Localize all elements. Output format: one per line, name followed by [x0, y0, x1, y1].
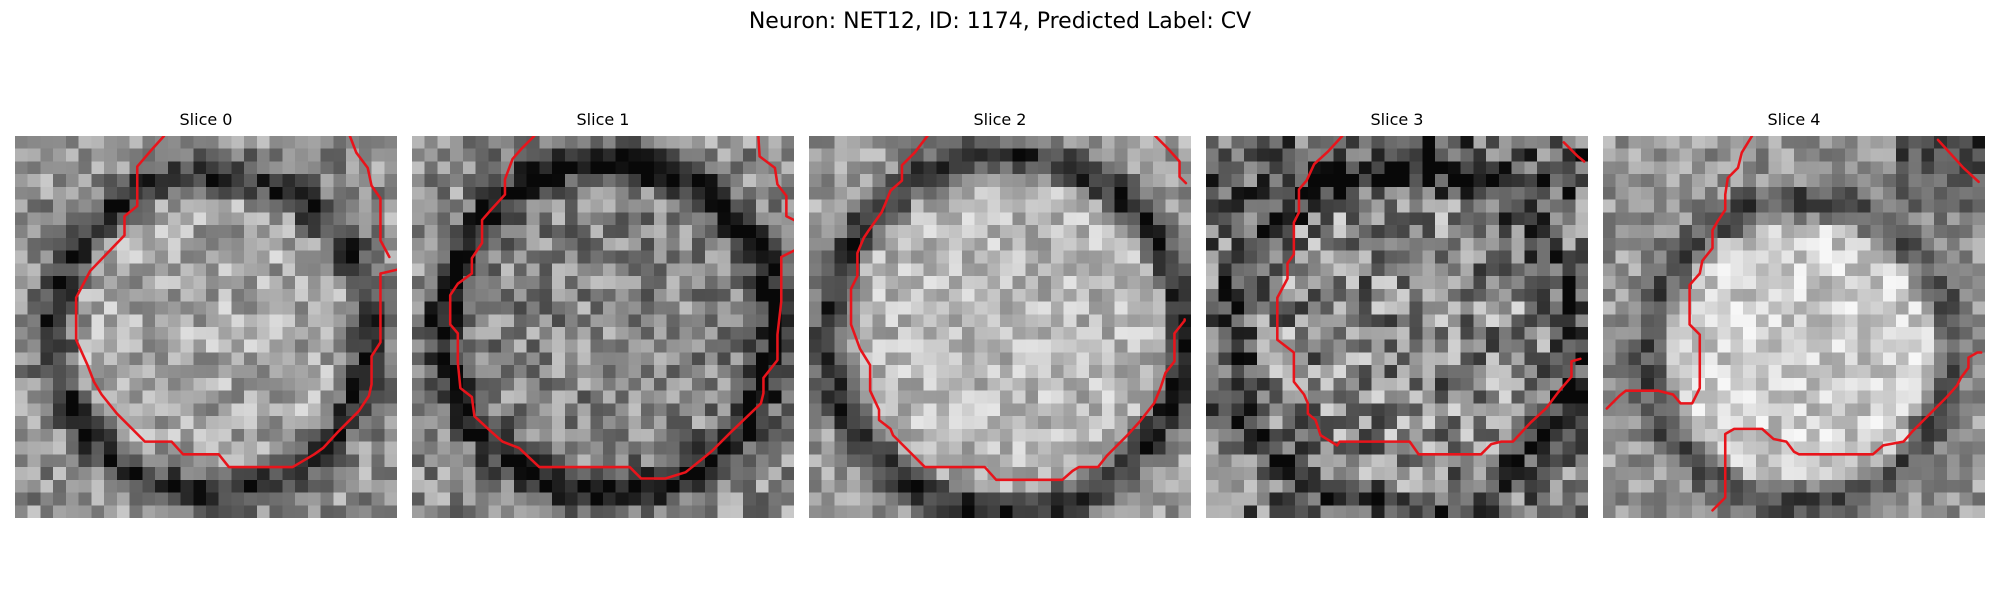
slice-title-1: Slice 1: [576, 110, 630, 129]
slice-image-1: [412, 136, 794, 518]
slice-title-4: Slice 4: [1767, 110, 1821, 129]
contour-line: [1154, 136, 1188, 185]
contour-line: [1936, 138, 1980, 184]
slice-title-2: Slice 2: [973, 110, 1027, 129]
contour-line: [1605, 136, 1754, 410]
slice-image-3: [1206, 136, 1588, 518]
contour-line: [1562, 141, 1586, 163]
contour-line: [348, 136, 391, 259]
contour-line: [74, 136, 397, 469]
slice-image-4: [1603, 136, 1985, 518]
slice-image-2: [809, 136, 1191, 518]
slice-title-0: Slice 0: [179, 110, 233, 129]
slice-title-3: Slice 3: [1370, 110, 1424, 129]
figure-title: Neuron: NET12, ID: 1174, Predicted Label…: [748, 9, 1252, 34]
contour-line: [757, 136, 794, 222]
contour-line: [849, 136, 1186, 482]
contour-line: [1711, 351, 1983, 512]
contour-line: [1276, 136, 1582, 456]
slice-image-0: [15, 136, 397, 518]
contour-line: [448, 136, 794, 480]
